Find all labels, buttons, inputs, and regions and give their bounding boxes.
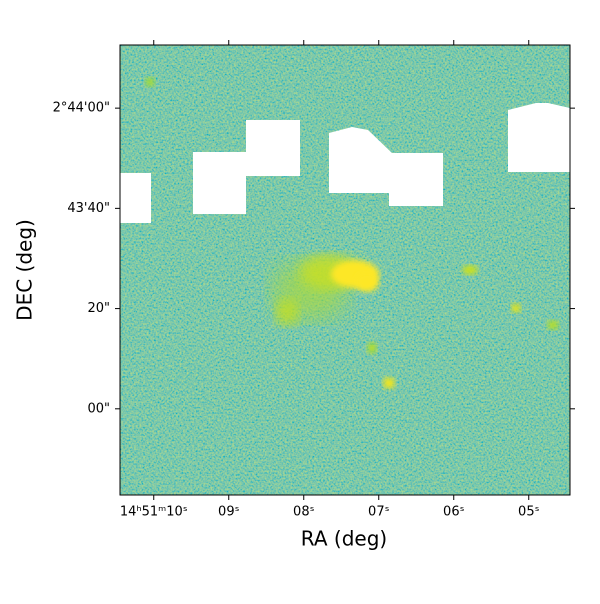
y-tick-label: 2°44'00" bbox=[53, 101, 110, 116]
mask bbox=[120, 103, 570, 223]
y-tick-label: 00" bbox=[87, 401, 110, 416]
x-axis-label: RA (deg) bbox=[301, 527, 387, 551]
x-tick-label: 09ˢ bbox=[218, 505, 240, 520]
x-tick-label: 14ʰ51ᵐ10ˢ bbox=[120, 505, 188, 520]
image bbox=[120, 45, 570, 495]
x-tick-label: 05ˢ bbox=[518, 505, 540, 520]
x-tick-label: 08ˢ bbox=[293, 505, 315, 520]
x-tick-label: 06ˢ bbox=[443, 505, 465, 520]
x-tick-label: 07ˢ bbox=[368, 505, 390, 520]
y-axis-label: DEC (deg) bbox=[13, 219, 37, 321]
y-tick-label: 43'40" bbox=[67, 201, 110, 216]
y-tick-label: 20" bbox=[87, 301, 110, 316]
plot-frame bbox=[119, 44, 571, 496]
